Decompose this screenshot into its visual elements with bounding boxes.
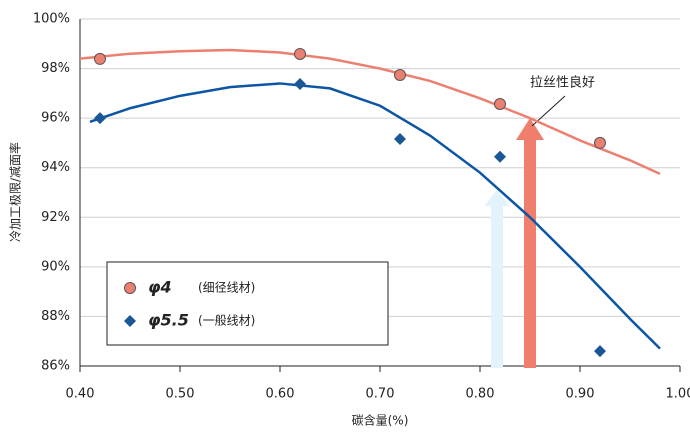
x-axis-label: 碳含量(%) [352, 413, 409, 428]
marker-diamond [294, 77, 306, 90]
legend-description: (一般线材) [198, 313, 255, 328]
marker-circle [124, 282, 136, 294]
y-tick-label: 100% [33, 12, 70, 27]
marker-diamond [494, 150, 506, 163]
x-tick-label: 1.00 [666, 387, 690, 402]
marker-diamond [394, 132, 406, 145]
y-axis-label: 冷加工极限/减面率 [8, 142, 23, 242]
y-tick-label: 96% [41, 111, 70, 126]
y-tick-label: 94% [41, 160, 70, 175]
marker-diamond [124, 315, 136, 327]
legend-name: φ4 [148, 278, 172, 297]
y-tick-label: 98% [41, 61, 70, 76]
plot [79, 47, 661, 358]
marker-diamond [94, 112, 106, 125]
x-tick-label: 0.40 [66, 387, 95, 402]
y-tick-label: 92% [41, 210, 70, 225]
annotation: 拉丝性良好 [530, 75, 595, 91]
x-tick-label: 0.90 [566, 387, 595, 402]
legend-box [106, 261, 389, 346]
x-tick-label: 0.80 [466, 387, 495, 402]
marker-circle [294, 47, 306, 60]
fit-curve [79, 48, 661, 176]
y-tick-label: 90% [41, 259, 70, 274]
marker-circle [94, 52, 106, 65]
legend-description: (细径线材) [198, 281, 255, 295]
marker-diamond [594, 345, 606, 358]
fit-curve [89, 82, 661, 350]
x-tick-label: 0.70 [366, 387, 395, 402]
arrow-light [484, 190, 510, 368]
y-tick-label: 88% [41, 309, 70, 324]
x-tick-label: 0.60 [266, 387, 295, 402]
arrow-red [516, 118, 544, 368]
legend-name: φ5.5 [148, 311, 189, 330]
y-tick-label: 86% [41, 359, 70, 374]
x-tick-label: 0.50 [166, 387, 195, 402]
marker-circle [594, 136, 606, 149]
marker-circle [494, 98, 506, 111]
marker-circle [394, 69, 406, 82]
